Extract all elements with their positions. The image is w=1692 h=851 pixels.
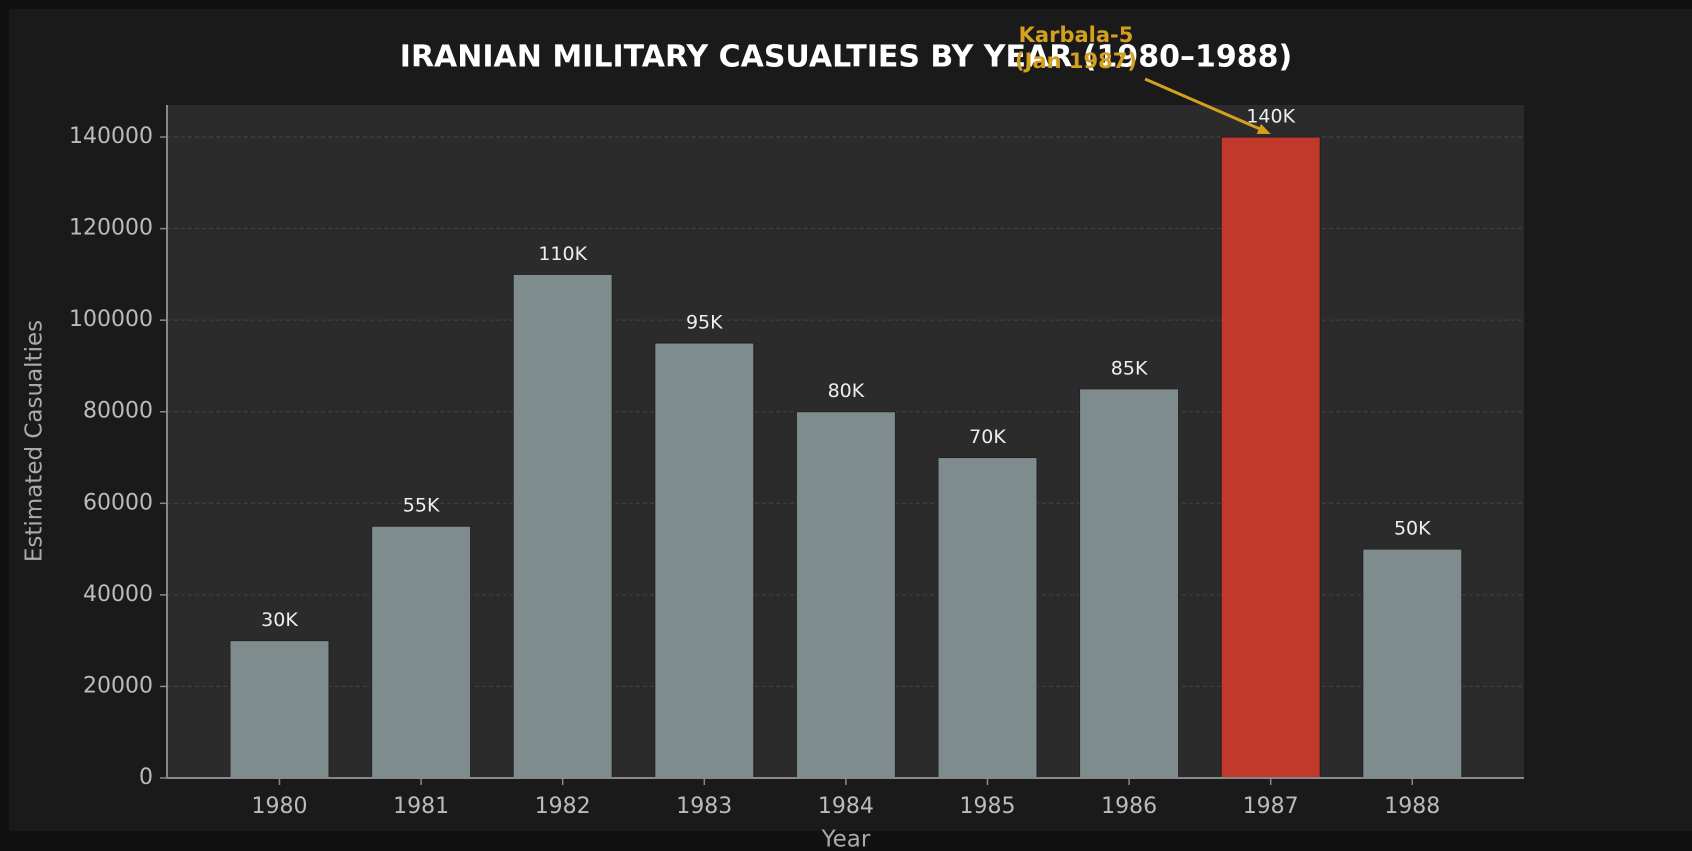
value-label: 140K (1246, 106, 1295, 128)
y-tick-label: 20000 (83, 673, 153, 698)
value-label: 55K (403, 495, 440, 517)
y-tick-label: 0 (139, 765, 153, 790)
y-tick-label: 80000 (83, 399, 153, 424)
bar (795, 411, 896, 779)
value-label: 30K (261, 609, 298, 631)
x-tick-label: 1981 (393, 794, 449, 819)
value-label: 85K (1111, 357, 1148, 379)
annotation-arrowhead (1256, 123, 1271, 135)
annotation-arrow (1144, 77, 1266, 133)
chart-title: IRANIAN MILITARY CASUALTIES BY YEAR (198… (400, 40, 1292, 75)
x-axis-label: Year (821, 827, 871, 851)
y-tick-label: 120000 (69, 216, 153, 241)
x-tick-label: 1986 (1101, 794, 1157, 819)
annotation-text: (Jan 1987) (1015, 49, 1137, 73)
y-tick-label: 60000 (83, 490, 153, 515)
x-tick-label: 1982 (535, 794, 591, 819)
value-label: 70K (969, 426, 1006, 448)
value-label: 80K (828, 380, 865, 402)
bar (1079, 388, 1180, 779)
x-tick-label: 1984 (818, 794, 874, 819)
x-tick-label: 1985 (960, 794, 1016, 819)
y-axis-label: Estimated Casualties (22, 320, 48, 562)
bar (229, 640, 330, 779)
bar (937, 457, 1038, 779)
x-tick-label: 1988 (1384, 794, 1440, 819)
value-label: 110K (538, 243, 587, 265)
bar (1220, 136, 1321, 779)
value-label: 50K (1394, 518, 1431, 540)
bar (512, 273, 613, 779)
x-tick-label: 1983 (676, 794, 732, 819)
x-tick-label: 1980 (252, 794, 308, 819)
y-tick-label: 100000 (69, 307, 153, 332)
bar (371, 525, 472, 779)
bar (654, 342, 755, 779)
y-tick-label: 140000 (69, 124, 153, 149)
x-tick-label: 1987 (1243, 794, 1299, 819)
annotation-text: Karbala-5 (1019, 23, 1134, 47)
bar (1362, 548, 1463, 779)
y-tick-label: 40000 (83, 582, 153, 607)
value-label: 95K (686, 312, 723, 334)
